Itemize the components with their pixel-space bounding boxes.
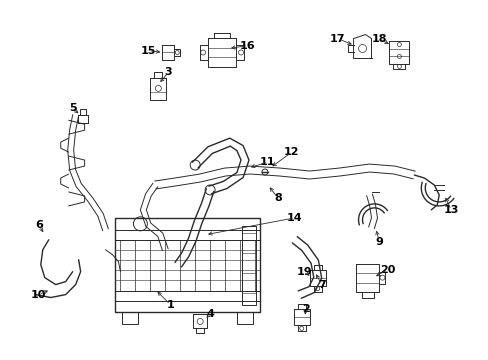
Bar	[122, 312, 138, 324]
Text: 10: 10	[31, 289, 46, 300]
Text: 13: 13	[443, 205, 458, 215]
Text: 5: 5	[69, 103, 76, 113]
Text: 1: 1	[166, 300, 174, 310]
Text: 20: 20	[379, 265, 394, 275]
Text: 3: 3	[164, 67, 172, 77]
Text: 6: 6	[35, 220, 42, 230]
Text: 17: 17	[329, 33, 345, 44]
Text: 7: 7	[317, 280, 325, 289]
Text: 8: 8	[273, 193, 281, 203]
Text: 15: 15	[141, 45, 156, 55]
Text: 11: 11	[260, 157, 275, 167]
Text: 19: 19	[296, 267, 312, 276]
Text: 12: 12	[284, 147, 299, 157]
Text: 16: 16	[240, 41, 255, 50]
Text: 9: 9	[375, 237, 383, 247]
Text: 2: 2	[301, 305, 309, 315]
Text: 18: 18	[371, 33, 386, 44]
Bar	[115, 218, 260, 312]
Bar	[237, 312, 252, 324]
Bar	[242, 226, 255, 305]
Text: 4: 4	[206, 310, 214, 319]
Text: 14: 14	[286, 213, 302, 223]
